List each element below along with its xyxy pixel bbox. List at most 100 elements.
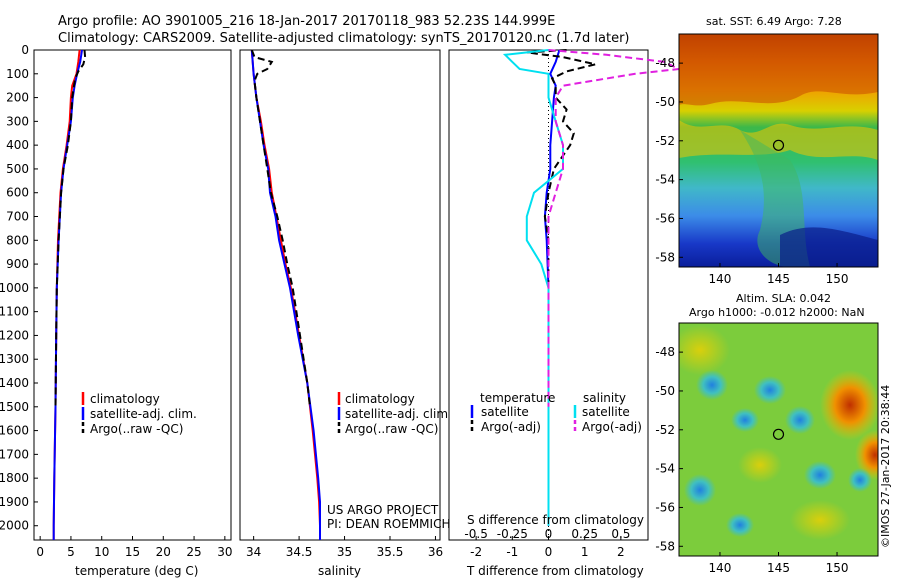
difference-legend: temperature salinity satellite Argo(-adj… [470,391,642,434]
legend-label-climatology: climatology [90,392,160,406]
lat-tick-label: -58 [655,539,675,553]
figure-title-line2: Climatology: CARS2009. Satellite-adjuste… [58,31,630,46]
argo-line [250,49,311,407]
figure-title-line1: Argo profile: AO 3901005_216 18-Jan-2017… [58,14,555,29]
lon-tick-label: 140 [709,272,732,286]
legend-label-satellite: satellite-adj. clim. [345,407,452,421]
x-tick-label: 36 [428,545,443,559]
depth-tick-label: 1200 [0,328,29,342]
lat-tick-label: -50 [655,384,675,398]
temperature-panel: 0100200300400500600700800900100011001200… [0,43,453,578]
sla-high-3 [855,430,878,480]
x-tick-label: 10 [94,545,109,559]
project-annotation: US ARGO PROJECT [327,503,439,517]
x-tick-label: -2 [470,545,482,559]
legend-label-climatology: climatology [345,392,415,406]
lon-tick-label: 145 [767,561,790,575]
depth-tick-label: 700 [6,210,29,224]
sla-low-4 [731,408,759,432]
s-tick-label: -0.5 [464,527,487,541]
float-location-marker [772,139,785,151]
x-tick-label: 1 [581,545,589,559]
sst-map-title: sat. SST: 6.49 Argo: 7.28 [706,15,842,28]
lat-tick-label: -48 [655,345,675,359]
depth-tick-label: 300 [6,114,29,128]
temperature-legend: climatology satellite-adj. clim. Argo(..… [81,392,197,436]
sst-heatmap [679,34,878,267]
salinity-x-label: salinity [318,564,361,578]
argo-line [54,49,87,407]
salinity-series [250,49,321,540]
depth-tick-label: 800 [6,233,29,247]
salinity-x-axis: 34 34.5 35 35.5 36 [246,536,443,559]
x-tick-label: -1 [506,545,518,559]
depth-tick-label: 1800 [0,471,29,485]
x-tick-label: 34.5 [286,545,313,559]
sst-map-panel: sat. SST: 6.49 Argo: 7.28 140 145 150 -48 -5… [655,15,879,286]
x-tick-label: 2 [617,545,625,559]
float-location-marker [772,428,785,440]
s-tick-label: 0.25 [571,527,598,541]
depth-tick-label: 1400 [0,376,29,390]
sla-map-panel: Altim. SLA: 0.042 Argo h1000: -0.012 h20… [655,292,879,575]
lat-tick-label: -50 [655,95,675,109]
legend-label-s-satellite: satellite [582,405,630,419]
x-tick-label: 35.5 [377,545,404,559]
difference-panel: -2 -1 0 1 2 -0.5 -0.25 0 0.25 0.5 T difference fr… [448,49,683,578]
x-tick-label: 0 [36,545,44,559]
temperature-series [52,49,87,540]
t-difference-x-label: T difference from climatology [466,564,644,578]
depth-tick-label: 2000 [0,519,29,533]
imos-timestamp: ©IMOS 27-Jan-2017 20:38:44 [879,385,892,548]
sla-high-5 [738,447,782,483]
x-tick-label: 34 [246,545,261,559]
depth-tick-label: 0 [21,43,29,57]
difference-x-axis: -2 -1 0 1 2 -0.5 -0.25 0 0.25 0.5 [464,527,630,559]
depth-tick-label: 1000 [0,281,29,295]
sla-map-title: Altim. SLA: 0.042 [736,292,831,305]
sla-low-7 [848,468,872,492]
lat-tick-label: -56 [655,500,675,514]
lon-tick-label: 145 [767,272,790,286]
s-tick-label: -0.25 [497,527,528,541]
s-diff-argo-line [547,49,683,407]
legend-label-s-argo: Argo(-adj) [582,420,642,434]
x-tick-label: 15 [125,545,140,559]
sla-low-8 [726,513,754,537]
sla-low-1 [696,370,728,400]
depth-tick-label: 1100 [0,305,29,319]
depth-tick-label: 100 [6,67,29,81]
sst-warm-band [679,34,878,106]
s-tick-label: 0 [545,527,553,541]
depth-tick-label: 500 [6,162,29,176]
lat-tick-label: -48 [655,56,675,70]
x-tick-label: 30 [217,545,232,559]
difference-series [502,49,683,526]
s-difference-label: S difference from climatology [467,513,644,527]
salinity-legend: climatology satellite-adj. clim. Argo(..… [337,392,452,436]
sla-low-6 [684,474,716,506]
temperature-x-axis: 0 5 10 15 20 25 30 [36,536,232,559]
legend-title-salinity: salinity [583,391,626,405]
salinity-panel: 34 34.5 35 35.5 36 salinity climatology sate… [239,49,452,578]
sla-high-2 [820,370,878,440]
temperature-x-label: temperature (deg C) [75,564,198,578]
salinity-plot-frame [239,49,441,541]
x-tick-label: 5 [67,545,75,559]
sla-heatmap [679,323,878,556]
pi-annotation: PI: DEAN ROEMMICH [327,517,450,531]
legend-title-temperature: temperature [480,391,555,405]
depth-tick-label: 400 [6,138,29,152]
lat-tick-label: -56 [655,211,675,225]
depth-tick-label: 1600 [0,424,29,438]
lat-tick-label: -52 [655,423,675,437]
sla-low-3 [785,406,815,434]
depth-tick-label: 1900 [0,495,29,509]
temperature-plot-frame [33,49,232,541]
depth-tick-label: 1700 [0,447,29,461]
legend-label-satellite: satellite-adj. clim. [90,407,197,421]
sla-map-subtitle: Argo h1000: -0.012 h2000: NaN [689,306,865,319]
lat-tick-label: -54 [655,462,675,476]
sst-map-axes: 140 145 150 -48 -50 -52 -54 -56 -58 [655,56,848,286]
